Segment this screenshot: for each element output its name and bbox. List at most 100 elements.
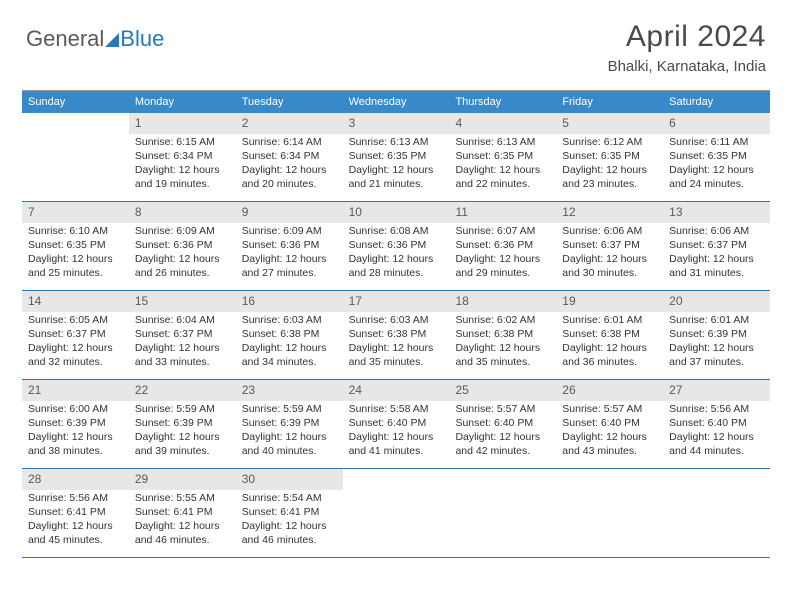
sunset-text: Sunset: 6:38 PM	[562, 328, 657, 341]
daylight-text-cont: and 39 minutes.	[135, 445, 230, 458]
sunset-text: Sunset: 6:41 PM	[28, 506, 123, 519]
calendar-week-row: 7Sunrise: 6:10 AMSunset: 6:35 PMDaylight…	[22, 202, 770, 291]
daylight-text-cont: and 33 minutes.	[135, 356, 230, 369]
day-number: 10	[343, 202, 450, 223]
daylight-text-cont: and 22 minutes.	[455, 178, 550, 191]
calendar-cell: 24Sunrise: 5:58 AMSunset: 6:40 PMDayligh…	[343, 380, 450, 468]
sunrise-text: Sunrise: 5:57 AM	[562, 403, 657, 416]
weekday-header: Monday	[129, 91, 236, 113]
calendar-cell	[663, 469, 770, 557]
calendar-cell: 23Sunrise: 5:59 AMSunset: 6:39 PMDayligh…	[236, 380, 343, 468]
sunset-text: Sunset: 6:40 PM	[562, 417, 657, 430]
daylight-text-cont: and 35 minutes.	[455, 356, 550, 369]
sunset-text: Sunset: 6:41 PM	[242, 506, 337, 519]
day-body: Sunrise: 6:03 AMSunset: 6:38 PMDaylight:…	[236, 314, 343, 375]
calendar-cell: 4Sunrise: 6:13 AMSunset: 6:35 PMDaylight…	[449, 113, 556, 201]
sunrise-text: Sunrise: 6:03 AM	[349, 314, 444, 327]
daylight-text-cont: and 46 minutes.	[242, 534, 337, 547]
calendar-cell: 27Sunrise: 5:56 AMSunset: 6:40 PMDayligh…	[663, 380, 770, 468]
daylight-text: Daylight: 12 hours	[349, 164, 444, 177]
daylight-text: Daylight: 12 hours	[28, 520, 123, 533]
daylight-text-cont: and 46 minutes.	[135, 534, 230, 547]
sunset-text: Sunset: 6:36 PM	[135, 239, 230, 252]
daylight-text: Daylight: 12 hours	[562, 431, 657, 444]
weekday-header: Friday	[556, 91, 663, 113]
daylight-text-cont: and 44 minutes.	[669, 445, 764, 458]
day-number: 9	[236, 202, 343, 223]
day-body: Sunrise: 6:09 AMSunset: 6:36 PMDaylight:…	[129, 225, 236, 286]
daylight-text-cont: and 23 minutes.	[562, 178, 657, 191]
daylight-text-cont: and 27 minutes.	[242, 267, 337, 280]
sunrise-text: Sunrise: 5:57 AM	[455, 403, 550, 416]
day-body: Sunrise: 6:09 AMSunset: 6:36 PMDaylight:…	[236, 225, 343, 286]
day-body: Sunrise: 5:58 AMSunset: 6:40 PMDaylight:…	[343, 403, 450, 464]
weekday-header-row: SundayMondayTuesdayWednesdayThursdayFrid…	[22, 91, 770, 113]
daylight-text: Daylight: 12 hours	[349, 431, 444, 444]
day-number: 22	[129, 380, 236, 401]
sunrise-text: Sunrise: 6:07 AM	[455, 225, 550, 238]
calendar-week-row: 21Sunrise: 6:00 AMSunset: 6:39 PMDayligh…	[22, 380, 770, 469]
day-body: Sunrise: 6:11 AMSunset: 6:35 PMDaylight:…	[663, 136, 770, 197]
daylight-text: Daylight: 12 hours	[669, 253, 764, 266]
calendar-cell: 30Sunrise: 5:54 AMSunset: 6:41 PMDayligh…	[236, 469, 343, 557]
daylight-text-cont: and 25 minutes.	[28, 267, 123, 280]
sunset-text: Sunset: 6:35 PM	[562, 150, 657, 163]
calendar-cell	[343, 469, 450, 557]
day-body: Sunrise: 6:07 AMSunset: 6:36 PMDaylight:…	[449, 225, 556, 286]
calendar-cell: 21Sunrise: 6:00 AMSunset: 6:39 PMDayligh…	[22, 380, 129, 468]
daylight-text: Daylight: 12 hours	[455, 164, 550, 177]
sunrise-text: Sunrise: 6:04 AM	[135, 314, 230, 327]
day-number: 21	[22, 380, 129, 401]
day-body: Sunrise: 6:01 AMSunset: 6:39 PMDaylight:…	[663, 314, 770, 375]
sunrise-text: Sunrise: 5:59 AM	[242, 403, 337, 416]
day-number: 7	[22, 202, 129, 223]
sunrise-text: Sunrise: 6:09 AM	[242, 225, 337, 238]
day-body: Sunrise: 6:08 AMSunset: 6:36 PMDaylight:…	[343, 225, 450, 286]
day-number: 28	[22, 469, 129, 490]
calendar-cell: 8Sunrise: 6:09 AMSunset: 6:36 PMDaylight…	[129, 202, 236, 290]
daylight-text-cont: and 29 minutes.	[455, 267, 550, 280]
page-title: April 2024	[608, 20, 766, 54]
daylight-text-cont: and 26 minutes.	[135, 267, 230, 280]
calendar-cell: 11Sunrise: 6:07 AMSunset: 6:36 PMDayligh…	[449, 202, 556, 290]
sunrise-text: Sunrise: 6:01 AM	[669, 314, 764, 327]
weekday-header: Sunday	[22, 91, 129, 113]
day-body: Sunrise: 6:05 AMSunset: 6:37 PMDaylight:…	[22, 314, 129, 375]
sunset-text: Sunset: 6:40 PM	[349, 417, 444, 430]
sunrise-text: Sunrise: 5:54 AM	[242, 492, 337, 505]
daylight-text-cont: and 20 minutes.	[242, 178, 337, 191]
daylight-text: Daylight: 12 hours	[669, 431, 764, 444]
day-number: 17	[343, 291, 450, 312]
daylight-text-cont: and 19 minutes.	[135, 178, 230, 191]
logo-triangle-icon	[105, 33, 119, 47]
calendar-cell: 20Sunrise: 6:01 AMSunset: 6:39 PMDayligh…	[663, 291, 770, 379]
day-body: Sunrise: 6:01 AMSunset: 6:38 PMDaylight:…	[556, 314, 663, 375]
sunset-text: Sunset: 6:39 PM	[242, 417, 337, 430]
day-number: 23	[236, 380, 343, 401]
day-body: Sunrise: 5:59 AMSunset: 6:39 PMDaylight:…	[236, 403, 343, 464]
calendar-cell: 22Sunrise: 5:59 AMSunset: 6:39 PMDayligh…	[129, 380, 236, 468]
daylight-text-cont: and 31 minutes.	[669, 267, 764, 280]
weekday-header: Tuesday	[236, 91, 343, 113]
day-body: Sunrise: 6:12 AMSunset: 6:35 PMDaylight:…	[556, 136, 663, 197]
sunrise-text: Sunrise: 6:06 AM	[669, 225, 764, 238]
sunset-text: Sunset: 6:39 PM	[28, 417, 123, 430]
calendar-week-row: 28Sunrise: 5:56 AMSunset: 6:41 PMDayligh…	[22, 469, 770, 558]
sunrise-text: Sunrise: 5:56 AM	[28, 492, 123, 505]
sunrise-text: Sunrise: 6:11 AM	[669, 136, 764, 149]
calendar-cell: 9Sunrise: 6:09 AMSunset: 6:36 PMDaylight…	[236, 202, 343, 290]
calendar-cell: 6Sunrise: 6:11 AMSunset: 6:35 PMDaylight…	[663, 113, 770, 201]
daylight-text: Daylight: 12 hours	[135, 253, 230, 266]
sunset-text: Sunset: 6:37 PM	[135, 328, 230, 341]
calendar-cell	[449, 469, 556, 557]
sunrise-text: Sunrise: 6:05 AM	[28, 314, 123, 327]
calendar-week-row: 1Sunrise: 6:15 AMSunset: 6:34 PMDaylight…	[22, 113, 770, 202]
sunrise-text: Sunrise: 6:13 AM	[349, 136, 444, 149]
weekday-header: Saturday	[663, 91, 770, 113]
day-number: 30	[236, 469, 343, 490]
day-number: 5	[556, 113, 663, 134]
sunset-text: Sunset: 6:38 PM	[242, 328, 337, 341]
calendar-cell: 15Sunrise: 6:04 AMSunset: 6:37 PMDayligh…	[129, 291, 236, 379]
header: April 2024 Bhalki, Karnataka, India	[608, 20, 766, 75]
sunset-text: Sunset: 6:38 PM	[349, 328, 444, 341]
